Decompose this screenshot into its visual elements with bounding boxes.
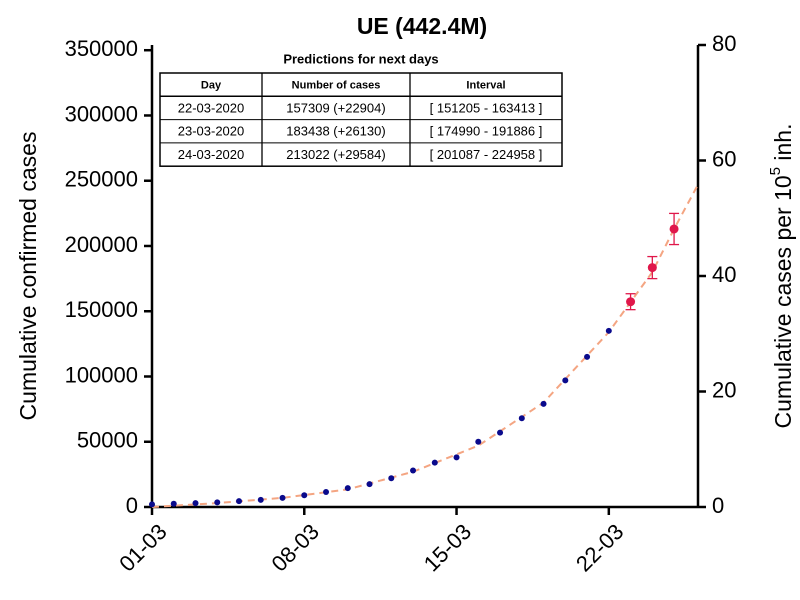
x-tick-label: 01-03 [114, 519, 171, 576]
data-point [344, 485, 351, 492]
y2-tick-label: 80 [712, 31, 736, 56]
table-header: Number of cases [292, 80, 381, 92]
data-point [605, 327, 612, 334]
table-cell: 23-03-2020 [178, 124, 245, 139]
data-point [149, 501, 155, 508]
table-cell: 22-03-2020 [178, 100, 245, 115]
data-point [279, 494, 286, 501]
data-point [453, 454, 460, 461]
table-cell: [ 174990 - 191886 ] [430, 124, 543, 139]
fit-line [151, 184, 699, 508]
data-point [323, 488, 330, 495]
x-tick-label: 22-03 [571, 519, 628, 576]
table-cell: 183438 (+26130) [286, 124, 385, 139]
data-point [562, 377, 569, 384]
data-point [669, 224, 679, 234]
x-tick-label: 08-03 [266, 519, 323, 576]
data-point [388, 475, 395, 482]
y2-label-superscript: 5 [767, 167, 784, 175]
table-title: Predictions for next days [283, 51, 438, 66]
data-point [170, 500, 177, 507]
y-axis-label: Cumulative confirmed cases [15, 132, 41, 421]
data-point [214, 499, 221, 506]
data-point [236, 498, 243, 505]
data-point [192, 500, 199, 507]
data-point [366, 481, 373, 488]
y-tick-label: 0 [126, 493, 138, 518]
table-cell: 213022 (+29584) [286, 147, 385, 162]
data-point [410, 467, 417, 474]
y-tick-label: 150000 [65, 297, 138, 322]
y2-tick-label: 40 [712, 262, 736, 287]
table-cell: [ 201087 - 224958 ] [430, 147, 543, 162]
y-tick-label: 250000 [65, 167, 138, 192]
data-point [540, 400, 547, 407]
data-point [647, 263, 657, 273]
table-cell: [ 151205 - 163413 ] [430, 100, 543, 115]
y-tick-label: 100000 [65, 362, 138, 387]
y2-tick-label: 20 [712, 377, 736, 402]
table-header: Day [201, 80, 222, 92]
x-tick-label: 15-03 [419, 519, 476, 576]
data-point [475, 438, 482, 445]
chart-title: UE (442.4M) [357, 13, 487, 39]
data-point [584, 353, 591, 360]
y-tick-label: 300000 [65, 101, 138, 126]
table-header: Interval [466, 80, 505, 92]
y-tick-label: 50000 [77, 428, 138, 453]
table-cell: 24-03-2020 [178, 147, 245, 162]
y2-label-part: Cumulative cases per 10 [770, 175, 796, 428]
data-point [518, 415, 525, 422]
data-point [431, 459, 438, 466]
data-point [301, 492, 308, 499]
y2-label-part: inh. [770, 124, 796, 167]
y-tick-label: 350000 [65, 36, 138, 61]
y2-tick-label: 60 [712, 146, 736, 171]
data-point [626, 297, 636, 307]
table-cell: 157309 (+22904) [286, 100, 385, 115]
data-point [497, 429, 504, 436]
y2-axis-label: Cumulative cases per 105 inh. [767, 124, 796, 429]
y2-tick-label: 0 [712, 493, 724, 518]
y-tick-label: 200000 [65, 232, 138, 257]
data-point [257, 496, 264, 503]
